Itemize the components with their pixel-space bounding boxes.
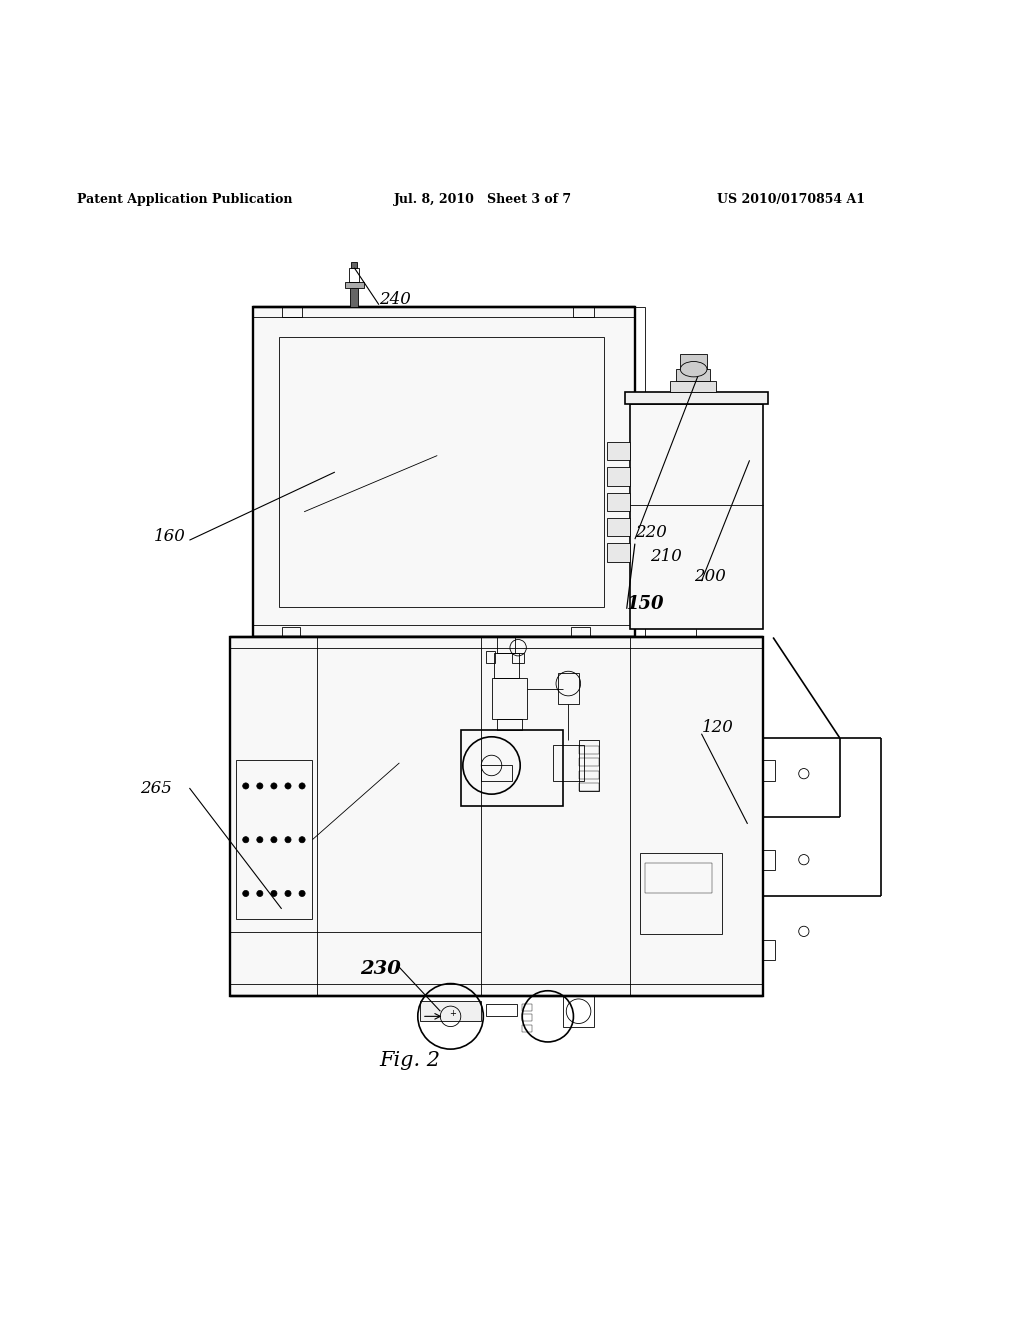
Bar <box>573 306 594 317</box>
Text: +: + <box>450 1008 456 1018</box>
Bar <box>522 1005 532 1011</box>
Text: 240: 240 <box>379 290 411 308</box>
Circle shape <box>257 783 263 789</box>
Bar <box>763 850 775 870</box>
Text: 265: 265 <box>140 780 172 797</box>
Bar <box>579 758 599 767</box>
Bar <box>345 282 364 288</box>
Circle shape <box>299 837 305 842</box>
Bar <box>640 853 722 935</box>
Bar <box>522 1024 532 1032</box>
Text: 120: 120 <box>701 718 733 735</box>
Circle shape <box>243 891 249 896</box>
Bar <box>522 1014 532 1022</box>
Bar <box>351 261 357 268</box>
Text: Fig. 2: Fig. 2 <box>379 1051 440 1069</box>
Text: 220: 220 <box>635 524 667 541</box>
Text: 150: 150 <box>627 595 665 612</box>
Bar <box>676 370 710 381</box>
Bar <box>625 392 768 404</box>
Text: Patent Application Publication: Patent Application Publication <box>77 193 292 206</box>
Text: 200: 200 <box>694 568 726 585</box>
Bar <box>236 760 312 919</box>
Bar <box>492 678 527 719</box>
Bar <box>230 638 763 995</box>
Bar <box>635 306 645 638</box>
Text: 160: 160 <box>154 528 185 545</box>
Bar <box>279 338 604 607</box>
Bar <box>607 492 630 511</box>
Circle shape <box>285 837 291 842</box>
Bar <box>680 354 707 370</box>
Bar <box>579 746 599 754</box>
Circle shape <box>270 837 276 842</box>
Bar <box>763 940 775 960</box>
Circle shape <box>257 891 263 896</box>
Circle shape <box>243 783 249 789</box>
Bar <box>349 268 359 282</box>
Text: 210: 210 <box>650 548 682 565</box>
Bar <box>607 467 630 486</box>
Circle shape <box>299 783 305 789</box>
Text: Jul. 8, 2010   Sheet 3 of 7: Jul. 8, 2010 Sheet 3 of 7 <box>394 193 572 206</box>
Circle shape <box>243 837 249 842</box>
Circle shape <box>285 783 291 789</box>
Bar <box>563 995 594 1027</box>
Bar <box>497 719 522 730</box>
Bar <box>282 627 300 638</box>
Bar <box>630 404 763 630</box>
Bar <box>763 760 775 781</box>
Circle shape <box>257 837 263 842</box>
Bar <box>282 306 302 317</box>
Circle shape <box>299 891 305 896</box>
Bar <box>486 651 495 663</box>
Circle shape <box>270 783 276 789</box>
Bar <box>420 1001 481 1022</box>
Bar <box>553 744 584 781</box>
Circle shape <box>270 891 276 896</box>
Bar <box>497 638 515 653</box>
Bar <box>558 673 579 704</box>
Bar <box>579 771 599 779</box>
Bar <box>645 863 712 894</box>
Ellipse shape <box>680 362 707 378</box>
Bar <box>461 730 563 807</box>
Bar <box>486 1005 517 1016</box>
Bar <box>607 517 630 536</box>
Bar <box>579 783 599 791</box>
Bar <box>571 627 590 638</box>
Bar <box>670 381 717 392</box>
Bar <box>607 544 630 562</box>
Text: US 2010/0170854 A1: US 2010/0170854 A1 <box>717 193 865 206</box>
Bar <box>607 442 630 461</box>
Bar <box>350 288 358 306</box>
Bar <box>481 766 512 781</box>
Bar <box>579 741 599 791</box>
Bar <box>512 653 524 663</box>
Bar <box>494 653 519 678</box>
Text: 230: 230 <box>360 961 401 978</box>
Circle shape <box>285 891 291 896</box>
Bar <box>253 306 635 638</box>
